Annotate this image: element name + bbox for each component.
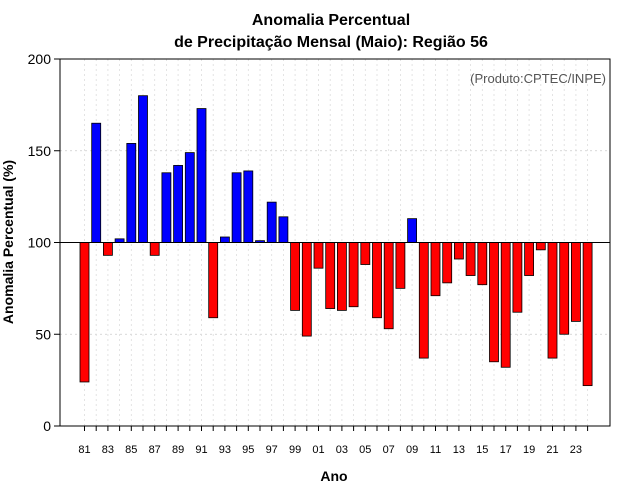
bar-86 [138,95,148,243]
bar-93 [219,236,230,243]
bar-99 [290,242,301,311]
bar-16 [489,242,499,363]
bar-14 [465,242,476,276]
x-tick-label: 15 [476,444,488,456]
bar-97 [266,201,277,243]
bar-05 [360,242,371,265]
x-tick-label: 01 [312,444,324,456]
bar-85 [126,143,137,243]
x-tick-label: 91 [195,444,207,456]
bar-19 [524,242,534,276]
x-tick-label: 21 [546,444,558,456]
bar-91 [196,108,207,243]
x-tick-label: 13 [453,444,465,456]
bar-02 [325,242,336,309]
x-tick-label: 87 [149,444,161,456]
x-tick-label: 09 [406,444,418,456]
x-tick-label: 97 [266,444,278,456]
bar-88 [161,172,172,243]
bar-92 [208,242,219,319]
bar-94 [231,172,242,243]
bar-21 [547,242,558,359]
y-tick-label: 100 [28,235,52,251]
x-tick-label: 03 [336,444,348,456]
bar-09 [407,218,418,243]
bar-20 [535,242,546,251]
bar-87 [149,242,160,256]
bar-18 [512,242,523,313]
bar-00 [301,242,312,337]
x-tick-label: 17 [500,444,512,456]
y-tick-label: 200 [28,51,52,67]
bar-81 [79,242,90,383]
credit-label: (Produto:CPTEC/INPE) [470,71,606,86]
x-tick-label: 07 [383,444,395,456]
x-tick-label: 19 [523,444,535,456]
bar-12 [442,242,453,284]
bar-10 [418,242,429,359]
bar-11 [430,242,441,297]
bar-08 [395,242,406,289]
bar-15 [477,242,488,286]
bar-06 [372,242,382,319]
bar-04 [348,242,359,308]
x-tick-label: 99 [289,444,301,456]
bar-24 [582,242,593,387]
x-axis: 81 83 85 87 89 91 93 95 97 99 01 03 05 07 09 11 13 15 17 19… [78,426,589,456]
bar-90 [184,152,195,243]
bar-07 [383,242,394,330]
y-tick-label: 0 [43,418,51,434]
x-tick-label: 89 [172,444,184,456]
chart-title-line1: Anomalia Percentual [252,12,410,29]
y-axis: 0 50 100 150 200 [28,51,60,434]
bar-03 [336,242,347,311]
bar-82 [91,122,102,243]
bar-98 [278,216,289,243]
x-tick-label: 05 [359,444,371,456]
bar-89 [173,165,184,243]
x-tick-label: 85 [125,444,137,456]
bar-83 [103,242,113,256]
bar-84 [114,238,125,243]
bar-17 [500,242,511,368]
bar-23 [571,242,581,322]
bar-95 [243,170,254,243]
x-axis-label: Ano [320,468,347,484]
x-tick-label: 11 [430,444,441,456]
bar-01 [313,242,324,269]
y-axis-label: Anomalia Percentual (%) [0,160,16,324]
x-tick-label: 81 [78,444,90,456]
x-tick-label: 95 [242,444,254,456]
bar-22 [559,242,570,335]
bar-13 [453,242,464,260]
x-tick-label: 83 [102,444,114,456]
x-tick-label: 93 [219,444,231,456]
bars [79,95,593,387]
y-tick-label: 50 [35,326,51,342]
x-tick-label: 23 [570,444,582,456]
grid [60,59,610,426]
chart-title-line2: de Precipitação Mensal (Maio): Região 56 [174,34,488,51]
y-tick-label: 150 [28,143,52,159]
